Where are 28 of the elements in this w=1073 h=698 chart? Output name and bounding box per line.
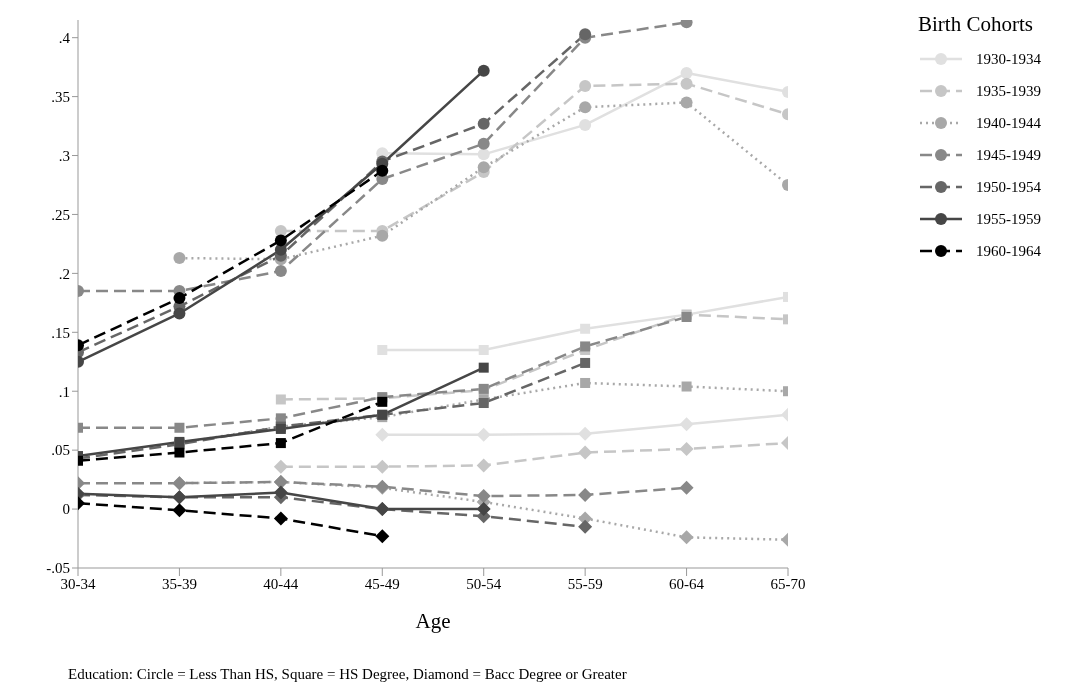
legend-label: 1960-1964 [976, 242, 1041, 260]
y-tick-label: .3 [58, 147, 70, 164]
x-tick-label: 50-54 [466, 575, 502, 592]
legend-label: 1945-1949 [976, 146, 1041, 164]
legend-label: 1935-1939 [976, 82, 1041, 100]
y-tick-label: .1 [58, 383, 70, 400]
x-tick-label: 60-64 [669, 575, 705, 592]
x-tick-label: 35-39 [161, 575, 197, 592]
x-tick-label: 65-70 [770, 575, 806, 592]
legend-label: 1940-1944 [976, 114, 1041, 132]
y-tick-label: -.05 [46, 560, 70, 577]
y-tick-label: .2 [58, 265, 70, 282]
x-tick-label: 30-34 [60, 575, 96, 592]
legend-label: 1955-1959 [976, 210, 1041, 228]
y-tick-label: .35 [51, 88, 70, 105]
y-tick-label: .15 [51, 324, 70, 341]
x-tick-label: 45-49 [364, 575, 400, 592]
x-tick-label: 55-59 [567, 575, 603, 592]
y-tick-label: 0 [62, 501, 70, 518]
legend-label: 1930-1934 [976, 50, 1041, 68]
text: Education: Circle = Less Than HS, Square = HS Degree, Diamond = Bacc Degree or Greater [68, 666, 627, 683]
y-tick-label: .05 [51, 442, 70, 459]
x-axis-title: Age [415, 609, 451, 633]
x-tick-label: 40-44 [263, 575, 299, 592]
y-tick-label: .4 [58, 30, 71, 46]
legend-title: Birth Cohorts [918, 12, 1034, 37]
legend-label: 1950-1954 [976, 178, 1041, 196]
y-tick-label: .25 [51, 206, 70, 223]
